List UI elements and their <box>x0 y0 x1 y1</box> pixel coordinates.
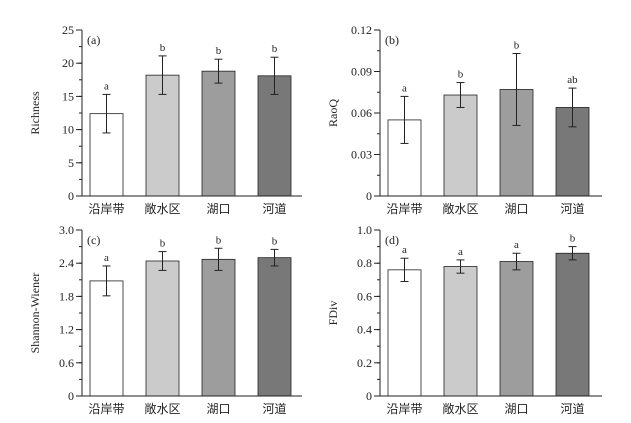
x-tick-label-1: 沿岸带 <box>88 202 124 216</box>
y-tick-label-6: 3.0 <box>59 223 74 237</box>
y-tick-label-3: 10 <box>62 123 74 137</box>
y-axis-title: RaoQ <box>326 99 340 127</box>
y-tick-label-3: 0.4 <box>357 323 372 337</box>
panel-label: (a) <box>87 33 100 47</box>
significance-letter-3: b <box>514 40 520 52</box>
bar-3 <box>499 261 534 397</box>
panel-label: (c) <box>87 233 100 247</box>
x-tick-label-1: 沿岸带 <box>88 402 124 416</box>
x-tick-label-3: 湖口 <box>206 401 230 416</box>
panel-b: a 沿岸带 b 敞水区 b 湖口 ab 河道 0 0.03 0.06 0.09 0.12 (b) RaoQ <box>326 23 602 216</box>
y-tick-label-1: 0 <box>68 389 74 403</box>
panel-c: a 沿岸带 b 敞水区 b 湖口 b 河道 0 0.6 1.2 1.8 2.4 3.0 (c) Shannon… <box>28 223 302 416</box>
y-tick-label-4: 0.09 <box>351 65 372 79</box>
bar-1 <box>89 280 124 397</box>
y-tick-label-3: 1.2 <box>59 323 74 337</box>
y-tick-label-3: 0.06 <box>351 106 372 120</box>
x-tick-label-4: 河道 <box>560 402 584 416</box>
y-tick-label-2: 5 <box>68 156 74 170</box>
bar-3 <box>201 258 236 397</box>
significance-letter-3: b <box>216 234 222 246</box>
y-tick-label-5: 2.4 <box>59 256 74 270</box>
panel-a: a 沿岸带 b 敞水区 b 湖口 b 河道 0 5 10 15 20 25 (a) Richness <box>28 23 302 216</box>
y-axis-title: Shannon-Wiener <box>28 273 42 354</box>
x-tick-label-4: 河道 <box>560 202 584 216</box>
significance-letter-2: a <box>458 246 463 258</box>
x-tick-label-2: 敞水区 <box>442 201 478 216</box>
y-tick-label-4: 15 <box>62 89 74 103</box>
bar-2 <box>443 266 478 397</box>
x-tick-label-4: 河道 <box>262 402 286 416</box>
x-tick-label-1: 沿岸带 <box>386 402 422 416</box>
y-axis-title: Richness <box>28 91 42 135</box>
panel-d: a 沿岸带 a 敞水区 a 湖口 b 河道 0 0.2 0.4 0.6 0.8 1.0 (d) FDiv <box>326 223 602 416</box>
y-tick-label-5: 0.8 <box>357 256 372 270</box>
significance-letter-4: b <box>272 235 278 247</box>
y-tick-label-5: 0.12 <box>351 23 372 37</box>
y-axis-title: FDiv <box>326 301 340 326</box>
y-tick-label-1: 0 <box>366 189 372 203</box>
significance-letter-2: b <box>458 69 464 81</box>
panel-label: (d) <box>385 233 399 247</box>
bar-4 <box>555 252 590 397</box>
x-tick-label-2: 敞水区 <box>144 401 180 416</box>
bar-3 <box>201 70 236 197</box>
y-tick-label-6: 25 <box>62 23 74 37</box>
significance-letter-4: b <box>570 233 576 245</box>
y-tick-label-6: 1.0 <box>357 223 372 237</box>
y-tick-label-2: 0.6 <box>59 356 74 370</box>
y-tick-label-2: 0.2 <box>357 356 372 370</box>
significance-letter-3: a <box>514 239 519 251</box>
y-tick-label-5: 20 <box>62 56 74 70</box>
significance-letter-1: a <box>402 244 407 256</box>
significance-letter-1: a <box>104 80 109 92</box>
y-tick-label-2: 0.03 <box>351 148 372 162</box>
significance-letter-2: b <box>160 42 166 54</box>
panel-label: (b) <box>385 33 399 47</box>
x-tick-label-3: 湖口 <box>504 401 528 416</box>
x-tick-label-1: 沿岸带 <box>386 202 422 216</box>
bar-4 <box>257 257 292 397</box>
significance-letter-4: ab <box>567 74 578 86</box>
x-tick-label-3: 湖口 <box>206 201 230 216</box>
significance-letter-1: a <box>104 252 109 264</box>
x-tick-label-2: 敞水区 <box>144 201 180 216</box>
significance-letter-1: a <box>402 82 407 94</box>
x-tick-label-2: 敞水区 <box>442 401 478 416</box>
significance-letter-3: b <box>216 45 222 57</box>
x-tick-label-3: 湖口 <box>504 201 528 216</box>
bar-1 <box>387 269 422 397</box>
bar-2 <box>443 94 478 197</box>
x-tick-label-4: 河道 <box>262 202 286 216</box>
y-tick-label-4: 0.6 <box>357 289 372 303</box>
y-tick-label-1: 0 <box>68 189 74 203</box>
y-tick-label-4: 1.8 <box>59 289 74 303</box>
bar-2 <box>145 260 180 397</box>
significance-letter-4: b <box>272 43 278 55</box>
significance-letter-2: b <box>160 238 166 250</box>
y-tick-label-1: 0 <box>366 389 372 403</box>
